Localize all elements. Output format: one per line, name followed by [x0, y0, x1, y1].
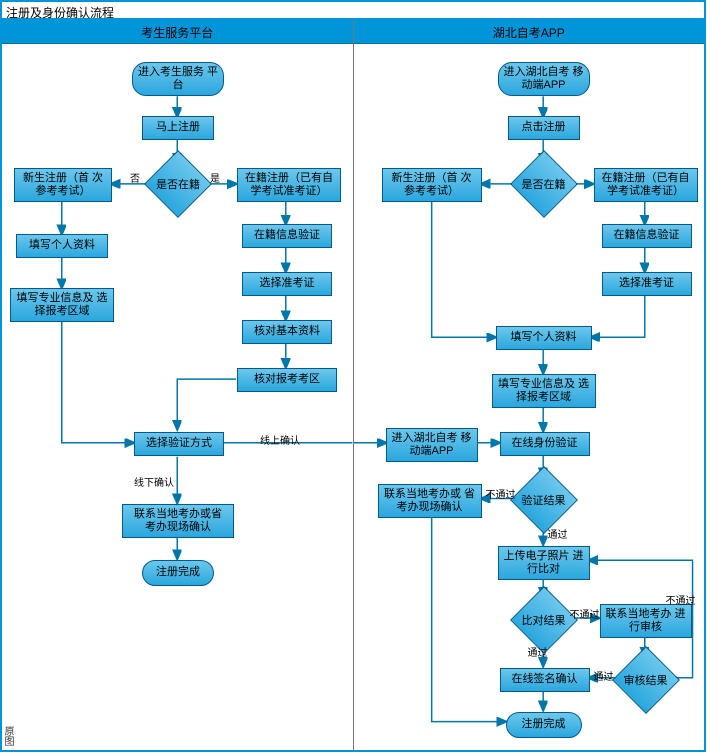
node-r-audit: 联系当地考办 进行审核: [600, 604, 692, 638]
label-offline-confirm: 线下确认: [134, 474, 174, 489]
node-r-offline-confirm: 联系当地考办或 省考办现场确认: [378, 484, 482, 518]
lane-right: 湖北自考APP: [353, 20, 705, 750]
label-r-pass1: 通过: [548, 526, 568, 541]
node-r-enrolled-verify: 在籍信息验证: [602, 224, 692, 248]
node-r-tap-register: 点击注册: [508, 116, 580, 140]
lane-left: 考生服务平台: [2, 20, 353, 750]
node-start: 进入考生服务 平台: [132, 62, 224, 96]
label-online-confirm: 线上确认: [260, 432, 300, 447]
node-register: 马上注册: [142, 116, 214, 140]
node-r-select-cert: 选择准考证: [602, 272, 692, 296]
node-check-area: 核对报考考区: [237, 368, 337, 392]
node-r-fill-major: 填写专业信息及 选择报考区域: [492, 374, 596, 408]
label-r-fail2: 不通过: [570, 606, 600, 621]
node-select-cert: 选择准考证: [242, 272, 332, 296]
node-r-fill-personal: 填写个人资料: [496, 326, 592, 350]
node-r-online-verify: 在线身份验证: [500, 432, 590, 456]
node-enrolled-verify: 在籍信息验证: [242, 224, 332, 248]
lane-right-header: 湖北自考APP: [354, 20, 705, 44]
node-r-enter-app: 进入湖北自考 移动端APP: [386, 428, 478, 462]
label-r-fail3: 不通过: [666, 592, 696, 607]
node-done: 注册完成: [142, 560, 214, 586]
node-is-enrolled: 是否在籍: [154, 160, 202, 208]
node-r-enrolled-reg: 在籍注册（已有自 学考试准考证）: [594, 168, 698, 202]
node-select-verify: 选择验证方式: [134, 432, 224, 456]
node-enrolled-reg: 在籍注册（已有自 学考试准考证）: [237, 168, 341, 202]
node-r-start: 进入湖北自考 移动端APP: [498, 62, 590, 96]
lane-right-canvas: 进入湖北自考 移动端APP 点击注册 是否在籍 新生注册（首 次参考考试） 在籍…: [354, 44, 705, 750]
node-r-compare-result: 比对结果: [520, 596, 568, 644]
flowchart-frame: 注册及身份确认流程 原图 考生服务平台: [0, 0, 706, 752]
node-r-new-reg: 新生注册（首 次参考考试）: [382, 168, 482, 202]
node-r-sign-confirm: 在线签名确认: [500, 668, 590, 692]
lane-left-canvas: 进入考生服务 平台 马上注册 是否在籍 新生注册（首 次参考考试） 在籍注册（已…: [2, 44, 353, 750]
node-r-is-enrolled: 是否在籍: [520, 160, 568, 208]
label-no: 否: [130, 170, 140, 185]
label-r-fail1: 不通过: [486, 486, 516, 501]
node-fill-major: 填写专业信息及 选择报考区域: [10, 288, 114, 322]
node-r-verify-result: 验证结果: [520, 476, 568, 524]
label-r-pass3: 通过: [594, 668, 614, 683]
node-r-done: 注册完成: [506, 712, 582, 738]
label-yes: 是: [210, 170, 220, 185]
node-fill-personal: 填写个人资料: [16, 234, 108, 258]
title-bar: 注册及身份确认流程: [2, 2, 704, 20]
node-offline-confirm: 联系当地考办或省 考办现场确认: [122, 504, 234, 538]
lane-left-header: 考生服务平台: [2, 20, 353, 44]
node-new-reg: 新生注册（首 次参考考试）: [14, 168, 112, 202]
swimlanes: 考生服务平台: [2, 20, 704, 750]
node-check-basic: 核对基本资料: [242, 320, 332, 344]
node-r-audit-result: 审核结果: [622, 656, 670, 704]
label-r-pass2: 通过: [528, 644, 548, 659]
node-r-upload-photo: 上传电子照片 进行比对: [498, 546, 590, 580]
